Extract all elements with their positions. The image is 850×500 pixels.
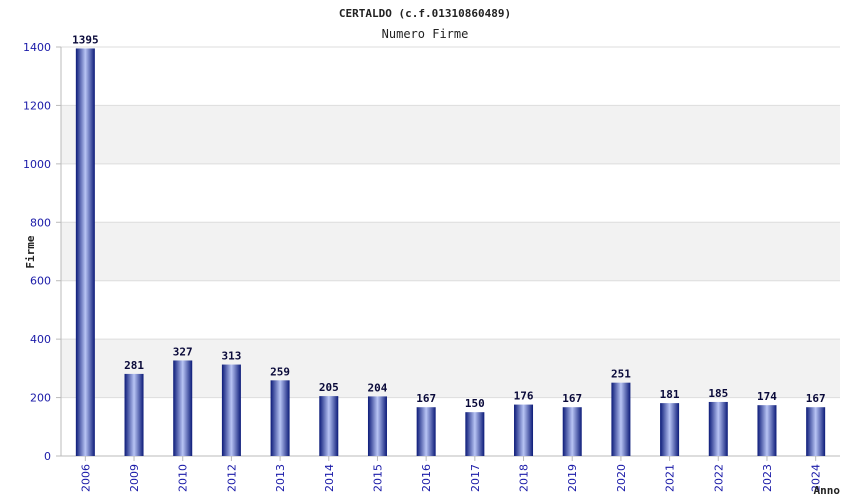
- data-label-2023: 174: [757, 390, 777, 403]
- data-label-2013: 259: [270, 365, 290, 378]
- x-tick-label-2009: 2009: [128, 464, 141, 492]
- x-tick-label-2014: 2014: [323, 464, 336, 492]
- bar-2024: [806, 407, 826, 456]
- data-label-2017: 150: [465, 397, 485, 410]
- x-tick-label-2018: 2018: [518, 464, 531, 492]
- bar-2006: [75, 48, 95, 456]
- bar-2016: [416, 407, 436, 456]
- data-label-2020: 251: [611, 368, 631, 381]
- bar-2015: [367, 396, 387, 456]
- x-tick-label-2023: 2023: [761, 464, 774, 492]
- data-label-2010: 327: [173, 345, 193, 358]
- bar-2021: [660, 403, 680, 456]
- data-labels: 1395 281 327 313 259 205 204 167 150 176 167 251 181…: [72, 33, 826, 410]
- x-tick-label-2017: 2017: [469, 464, 482, 492]
- data-label-2018: 176: [514, 390, 534, 403]
- x-tick-label-2016: 2016: [420, 464, 433, 492]
- data-label-2015: 204: [368, 381, 388, 394]
- y-tick-label: 600: [30, 275, 51, 288]
- bar-2012: [221, 364, 241, 456]
- x-tick-label-2012: 2012: [225, 464, 238, 492]
- y-tick-label: 1200: [23, 99, 51, 112]
- y-tick-label: 1000: [23, 158, 51, 171]
- chart-subtitle: Numero Firme: [382, 27, 469, 41]
- x-tick-label-2024: 2024: [810, 464, 823, 492]
- x-ticks: 2006 2009 2010 2012 2013 2014 2015 2016 2017 2018…: [79, 456, 823, 492]
- x-tick-label-2010: 2010: [177, 464, 190, 492]
- bar-2022: [708, 401, 728, 456]
- bar-2010: [173, 360, 193, 456]
- grid-band: [61, 222, 840, 281]
- data-label-2014: 205: [319, 381, 339, 394]
- bar-2019: [562, 407, 582, 456]
- x-tick-label-2022: 2022: [712, 464, 725, 492]
- data-label-2009: 281: [124, 359, 144, 372]
- data-label-2022: 185: [708, 387, 728, 400]
- chart-title: CERTALDO (c.f.01310860489): [339, 7, 511, 20]
- bar-2013: [270, 380, 290, 456]
- x-tick-label-2015: 2015: [371, 464, 384, 492]
- data-label-2012: 313: [221, 350, 241, 363]
- bar-2020: [611, 382, 631, 456]
- data-label-2016: 167: [416, 392, 436, 405]
- y-tick-label: 200: [30, 392, 51, 405]
- bar-2017: [465, 412, 485, 456]
- y-ticks: 0 200 400 600 800 1000 1200 1400: [23, 41, 61, 463]
- y-tick-label: 0: [44, 450, 51, 463]
- data-label-2024: 167: [806, 392, 826, 405]
- grid-band: [61, 105, 840, 164]
- bars: [75, 48, 826, 456]
- data-label-2021: 181: [660, 388, 680, 401]
- y-tick-label: 1400: [23, 41, 51, 54]
- y-tick-label: 800: [30, 216, 51, 229]
- bar-2018: [514, 404, 534, 456]
- bar-2023: [757, 405, 777, 456]
- data-label-2006: 1395: [72, 33, 99, 46]
- x-tick-label-2021: 2021: [664, 464, 677, 492]
- grid-bands: [61, 105, 840, 398]
- x-tick-label-2020: 2020: [615, 464, 628, 492]
- y-tick-label: 400: [30, 333, 51, 346]
- x-tick-label-2006: 2006: [79, 464, 92, 492]
- bar-2014: [319, 396, 339, 456]
- y-axis-label: Firme: [24, 235, 37, 268]
- bar-2009: [124, 373, 144, 456]
- x-axis-label: Anno: [814, 484, 841, 497]
- data-label-2019: 167: [562, 392, 582, 405]
- x-tick-label-2013: 2013: [274, 464, 287, 492]
- x-tick-label-2019: 2019: [566, 464, 579, 492]
